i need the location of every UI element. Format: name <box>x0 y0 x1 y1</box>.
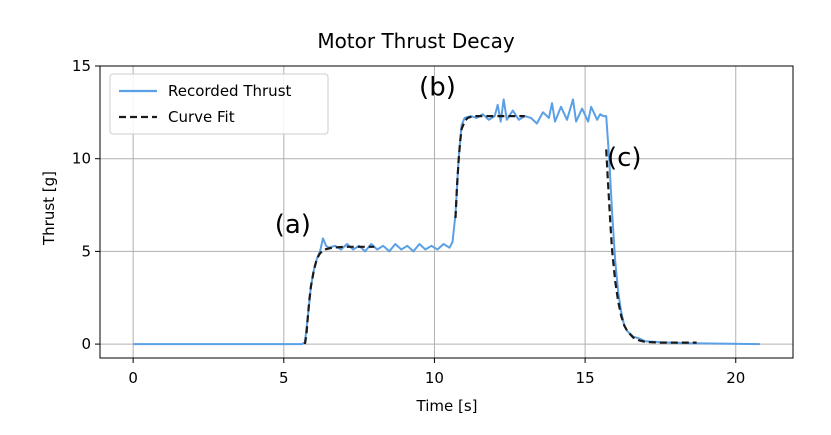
series-layer <box>133 98 760 346</box>
recorded-thrust-line <box>133 98 760 346</box>
y-tick-label: 10 <box>72 150 91 168</box>
y-axis-label: Thrust [g] <box>40 171 58 246</box>
plot-frame <box>99 65 794 359</box>
x-tick-label: 15 <box>576 369 595 387</box>
y-axis: 0 5 10 15 <box>72 57 100 353</box>
annotation-label: (a) <box>275 210 311 240</box>
annotation-label: (c) <box>607 143 642 173</box>
x-tick-label: 0 <box>128 369 138 387</box>
chart-title: Motor Thrust Decay <box>317 29 515 53</box>
annotations: (a) (b) (c) <box>275 73 642 240</box>
x-axis: 0 5 10 15 20 <box>128 358 745 387</box>
y-tick-label: 15 <box>72 57 91 75</box>
legend: Recorded Thrust Curve Fit <box>109 73 329 135</box>
y-tick-label: 0 <box>81 335 91 353</box>
x-tick-label: 5 <box>279 369 289 387</box>
curve-fit-line <box>605 149 697 344</box>
x-tick-label: 10 <box>425 369 444 387</box>
annotation-label: (b) <box>419 73 456 103</box>
curve-fit-line <box>454 115 525 219</box>
x-axis-label: Time [s] <box>416 397 478 415</box>
legend-box <box>109 73 329 135</box>
legend-label: Curve Fit <box>168 108 235 126</box>
y-tick-label: 5 <box>81 242 91 260</box>
curve-fit-line <box>303 245 375 345</box>
legend-label: Recorded Thrust <box>168 82 292 100</box>
x-tick-label: 20 <box>726 369 745 387</box>
